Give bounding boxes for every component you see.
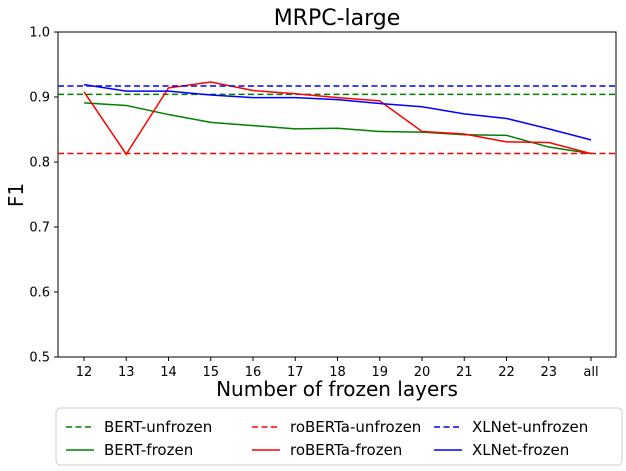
x-tick-label: 12 bbox=[76, 365, 93, 380]
x-tick-label: 16 bbox=[245, 365, 262, 380]
x-tick-label: 19 bbox=[371, 365, 388, 380]
x-tick-label: 22 bbox=[498, 365, 515, 380]
chart-title: MRPC-large bbox=[274, 6, 401, 31]
y-tick-label: 0.5 bbox=[29, 351, 50, 366]
legend-label-bert-unfrozen: BERT-unfrozen bbox=[104, 418, 212, 436]
y-tick-label: 0.9 bbox=[29, 91, 50, 106]
legend-label-roberta-frozen: roBERTa-frozen bbox=[290, 441, 402, 459]
y-tick-label: 0.7 bbox=[29, 221, 50, 236]
legend-label-roberta-unfrozen: roBERTa-unfrozen bbox=[290, 418, 421, 436]
x-tick-label: 18 bbox=[329, 365, 346, 380]
series-line-xlnet-frozen bbox=[83, 83, 592, 141]
x-tick-label: 23 bbox=[540, 365, 557, 380]
legend-label-xlnet-unfrozen: XLNet-unfrozen bbox=[472, 418, 588, 436]
x-tick-label: 20 bbox=[414, 365, 431, 380]
legend-label-bert-frozen: BERT-frozen bbox=[104, 441, 193, 459]
plot-area: 0.5 0.6 0.7 0.8 0.9 1.0 12 13 14 15 16 17 18 19 20 21 2… bbox=[29, 26, 617, 380]
x-tick-label: 13 bbox=[118, 365, 135, 380]
x-tick-label: 21 bbox=[456, 365, 473, 380]
y-axis: 0.5 0.6 0.7 0.8 0.9 1.0 bbox=[29, 26, 58, 366]
y-tick-label: 0.6 bbox=[29, 286, 50, 301]
y-tick-label: 1.0 bbox=[29, 26, 50, 41]
legend-frame bbox=[55, 407, 623, 466]
legend-label-xlnet-frozen: XLNet-frozen bbox=[472, 441, 569, 459]
x-axis-title: Number of frozen layers bbox=[216, 377, 458, 401]
x-tick-label: 15 bbox=[202, 365, 219, 380]
series-lines bbox=[58, 81, 616, 156]
x-tick-label: all bbox=[583, 365, 598, 380]
y-tick-label: 0.8 bbox=[29, 156, 50, 171]
x-tick-label: 17 bbox=[287, 365, 304, 380]
series-line-roberta-frozen bbox=[83, 81, 592, 156]
legend: BERT-unfrozen BERT-frozen roBERTa-unfrozen… bbox=[55, 407, 623, 466]
series-line-bert-frozen bbox=[83, 102, 592, 155]
y-axis-title: F1 bbox=[4, 183, 28, 207]
x-tick-label: 14 bbox=[160, 365, 177, 380]
x-axis: 12 13 14 15 16 17 18 19 20 21 22 23 all bbox=[76, 357, 599, 380]
